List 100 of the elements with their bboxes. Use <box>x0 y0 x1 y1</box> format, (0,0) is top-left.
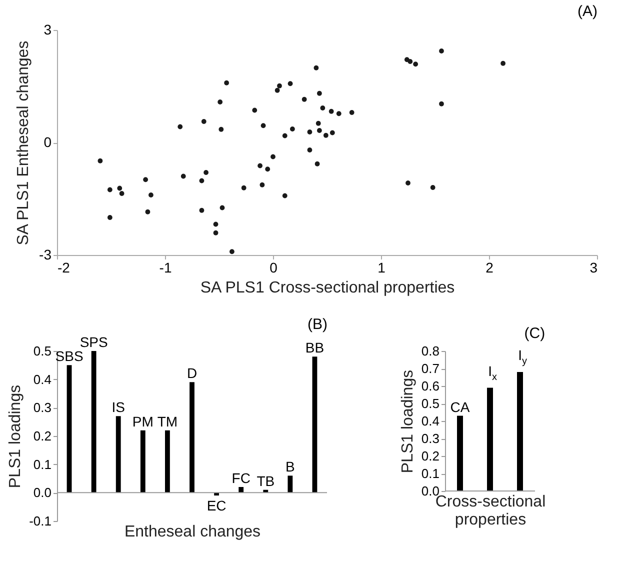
x-tick-label: 1 <box>378 260 386 276</box>
y-tick-label: 0.2 <box>33 428 52 444</box>
point <box>145 209 150 214</box>
bar <box>457 416 463 491</box>
y-axis-title: PLS1 loadings <box>7 384 24 488</box>
point <box>406 180 410 186</box>
point <box>288 81 293 86</box>
chart-title: (A) <box>578 3 598 20</box>
point <box>316 128 322 133</box>
bar <box>66 365 72 493</box>
point <box>290 126 295 132</box>
point <box>260 123 266 128</box>
category-label: TB <box>256 472 275 489</box>
point <box>230 249 234 254</box>
chart-title: (C) <box>524 325 546 342</box>
x-axis-title: SA PLS1 Cross-sectional properties <box>200 280 455 296</box>
point <box>199 208 204 213</box>
bar <box>312 356 318 493</box>
y-tick-label: 0.6 <box>421 378 440 394</box>
point <box>316 120 321 126</box>
point <box>336 111 342 116</box>
x-tick-label: 2 <box>486 260 494 276</box>
point <box>323 132 328 138</box>
point <box>439 48 444 54</box>
y-tick-label: 0.4 <box>33 372 52 387</box>
point <box>178 124 183 130</box>
point <box>307 148 312 152</box>
category-label: SBS <box>55 348 84 364</box>
category-label: PM <box>132 413 154 430</box>
point <box>430 185 436 190</box>
category-label: EC <box>206 498 226 514</box>
x-axis-title: Entheseal changes <box>124 524 261 540</box>
x-tick-label: 0 <box>270 260 278 276</box>
point <box>270 154 276 160</box>
point <box>265 166 270 172</box>
point <box>201 119 206 124</box>
point <box>349 110 354 115</box>
bar <box>91 351 96 493</box>
category-label: SPS <box>80 334 108 350</box>
point <box>260 182 265 188</box>
bar <box>288 476 293 493</box>
point <box>252 108 258 113</box>
y-tick-label: 0.5 <box>33 344 52 358</box>
bar <box>116 416 121 493</box>
point <box>180 174 186 179</box>
point <box>408 59 413 64</box>
point <box>117 186 122 191</box>
point <box>314 65 319 70</box>
point <box>307 130 312 134</box>
point <box>218 100 223 104</box>
point <box>302 96 307 102</box>
y-tick-label: 0.7 <box>421 361 440 376</box>
chart-title: (B) <box>308 316 328 333</box>
point <box>320 106 326 110</box>
point <box>213 230 218 236</box>
point <box>213 222 218 227</box>
point <box>274 88 280 93</box>
bar <box>238 487 244 493</box>
y-tick-label: 0 <box>44 134 52 150</box>
category-label: B <box>286 458 295 475</box>
point <box>330 130 335 136</box>
point <box>107 215 112 220</box>
y-tick-label: 3 <box>44 22 52 38</box>
y-axis-title: PLS1 loadings <box>399 370 416 474</box>
y-tick-label: 0.3 <box>421 431 440 446</box>
y-tick-label: 0.1 <box>33 456 52 472</box>
y-tick-label: -3 <box>39 246 52 262</box>
point <box>500 60 506 66</box>
point <box>413 62 418 67</box>
category-label: FC <box>232 470 250 486</box>
point <box>282 193 288 198</box>
point <box>277 83 282 88</box>
point <box>314 161 320 166</box>
bar <box>190 382 194 493</box>
y-tick-label: 0.0 <box>33 485 52 500</box>
point <box>220 205 225 210</box>
bar <box>517 372 523 491</box>
point <box>241 185 246 190</box>
x-tick-label: CA <box>450 398 470 415</box>
point <box>328 108 334 114</box>
bar <box>487 388 493 491</box>
point <box>224 80 230 86</box>
x-tick-label: -2 <box>58 260 70 276</box>
point <box>107 187 112 192</box>
x-tick-label: 3 <box>590 260 598 276</box>
point <box>316 90 322 96</box>
point <box>119 191 124 196</box>
point <box>199 178 204 184</box>
x-tick-label: -1 <box>159 260 172 276</box>
category-label: TM <box>157 413 178 430</box>
y-tick-label: 0.1 <box>421 466 440 481</box>
point <box>258 163 262 168</box>
bar <box>140 430 146 493</box>
point <box>282 133 288 138</box>
y-tick-label: 0.4 <box>421 414 440 428</box>
y-axis-title: SA PLS1 Entheseal changes <box>15 40 32 246</box>
point <box>98 158 103 164</box>
y-tick-label: 0.5 <box>421 396 440 411</box>
point <box>143 177 148 182</box>
category-label: D <box>186 365 198 382</box>
